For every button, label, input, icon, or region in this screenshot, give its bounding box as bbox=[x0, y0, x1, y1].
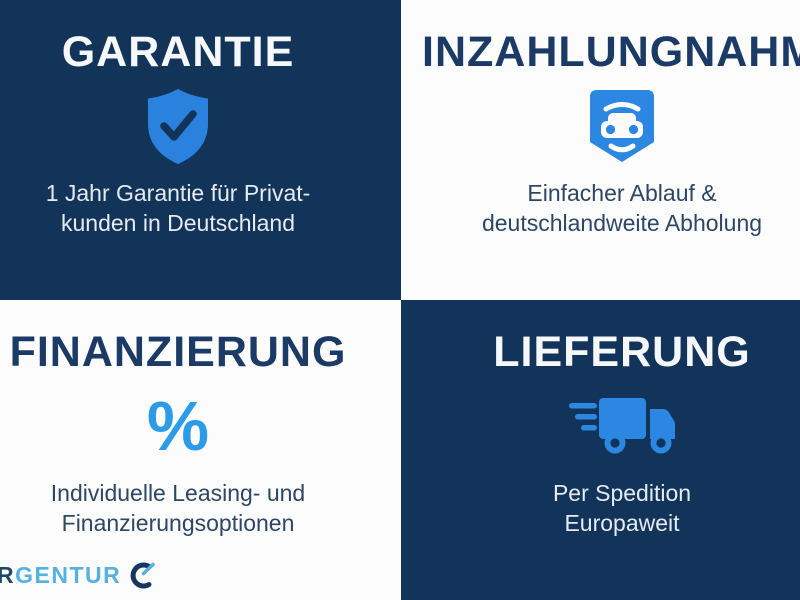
panel-inzahlungnahme-description: Einfacher Ablauf & deutschlandweite Abho… bbox=[422, 178, 800, 238]
panel-lieferung-content: LIEFERUNG Per Spedition Europaweit bbox=[422, 300, 800, 538]
percent-icon: % bbox=[0, 386, 378, 466]
panel-finanzierung: FINANZIERUNG % Individuelle Leasing- und… bbox=[0, 300, 401, 600]
description-line: Einfacher Ablauf & bbox=[527, 180, 717, 206]
description-line: Europaweit bbox=[564, 510, 680, 536]
panel-finanzierung-content: FINANZIERUNG % Individuelle Leasing- und… bbox=[0, 300, 378, 538]
logo-text-rest: GENTUR bbox=[15, 562, 122, 588]
dealer-logo-text: RGENTUR bbox=[0, 562, 121, 589]
panel-lieferung-title: LIEFERUNG bbox=[493, 328, 751, 376]
description-line: Individuelle Leasing- und bbox=[50, 480, 306, 506]
description-line: 1 Jahr Garantie für Privat- bbox=[45, 180, 311, 206]
panel-finanzierung-description: Individuelle Leasing- und Finanzierungso… bbox=[0, 478, 378, 538]
panel-lieferung: LIEFERUNG Per Spedition Europaweit bbox=[401, 300, 800, 600]
panel-garantie-title: GARANTIE bbox=[61, 28, 295, 76]
delivery-truck-icon bbox=[422, 386, 800, 466]
description-line: deutschlandweite Abholung bbox=[481, 210, 763, 236]
description-line: kunden in Deutschland bbox=[61, 210, 295, 236]
shield-check-icon bbox=[0, 86, 378, 166]
logo-text-prefix: R bbox=[0, 562, 16, 588]
percent-glyph: % bbox=[146, 387, 210, 465]
description-line: Finanzierungsoptionen bbox=[61, 510, 295, 536]
c-swoosh-icon bbox=[128, 561, 155, 590]
panel-lieferung-description: Per Spedition Europaweit bbox=[422, 478, 800, 538]
panel-garantie-content: GARANTIE 1 Jahr Garantie für Privat- kun… bbox=[0, 0, 378, 238]
description-line: Per Spedition bbox=[552, 480, 692, 506]
panel-garantie-description: 1 Jahr Garantie für Privat- kunden in De… bbox=[0, 178, 378, 238]
car-badge-icon bbox=[422, 86, 800, 166]
dealer-logo: RGENTUR bbox=[0, 561, 155, 590]
panel-garantie: GARANTIE 1 Jahr Garantie für Privat- kun… bbox=[0, 0, 401, 300]
panel-finanzierung-title: FINANZIERUNG bbox=[9, 328, 347, 376]
